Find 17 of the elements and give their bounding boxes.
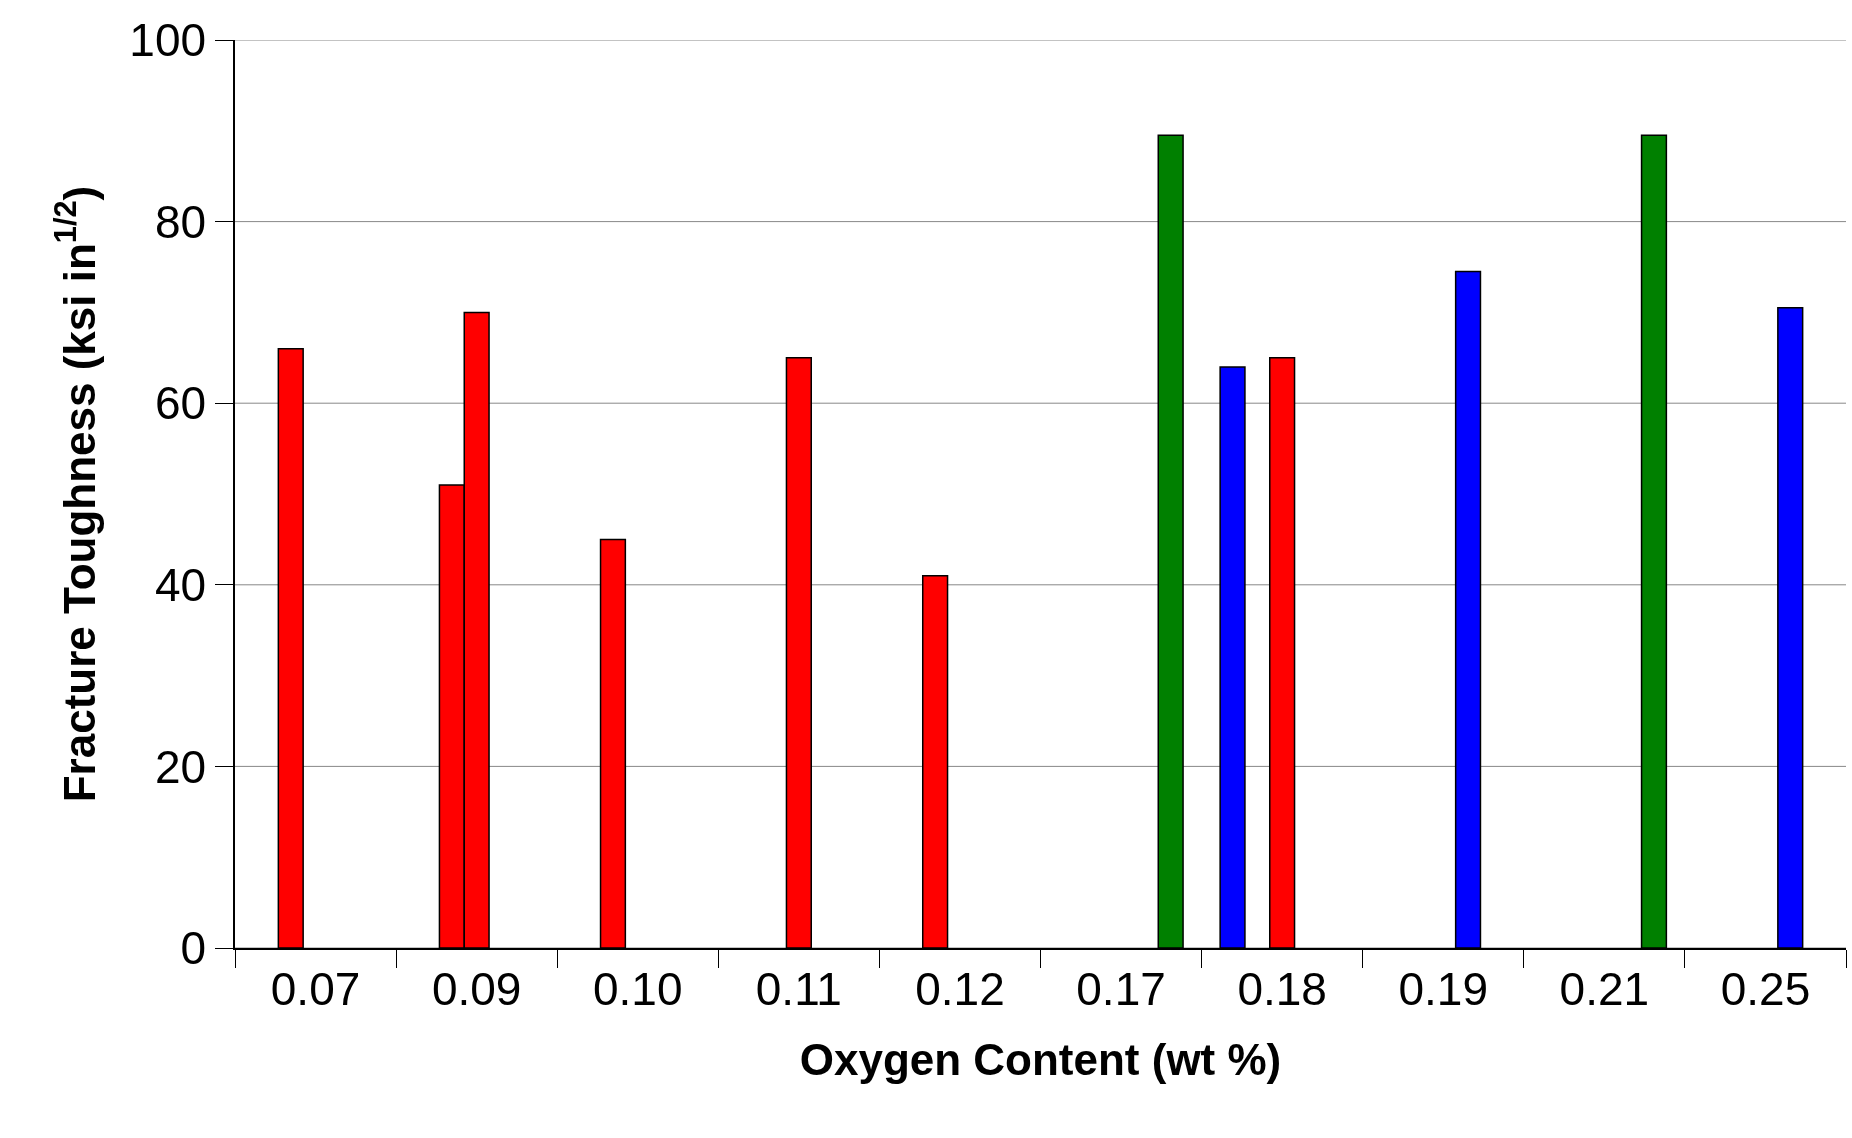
y-tick-label: 60 [154,377,207,430]
y-tick-label: 100 [129,14,207,67]
x-tick-label: 0.18 [1237,962,1327,1015]
x-axis-title: Oxygen Content (wt %) [799,1034,1282,1084]
x-tick-label: 0.09 [431,962,522,1015]
x-tick-label: 0.07 [270,962,361,1015]
x-tick-label: 0.25 [1720,962,1811,1015]
x-tick-label: 0.12 [915,962,1005,1015]
x-tick-label: 0.19 [1398,962,1489,1015]
y-tick-label: 80 [154,195,207,248]
y-tick-label: 20 [154,740,207,793]
x-tick-label: 0.21 [1559,962,1650,1015]
x-tick-label: 0.17 [1076,962,1166,1015]
x-tick-label: 0.10 [592,962,683,1015]
y-tick-label: 0 [180,922,207,975]
x-tick-label: 0.11 [755,962,842,1015]
y-tick-label: 40 [154,558,207,611]
